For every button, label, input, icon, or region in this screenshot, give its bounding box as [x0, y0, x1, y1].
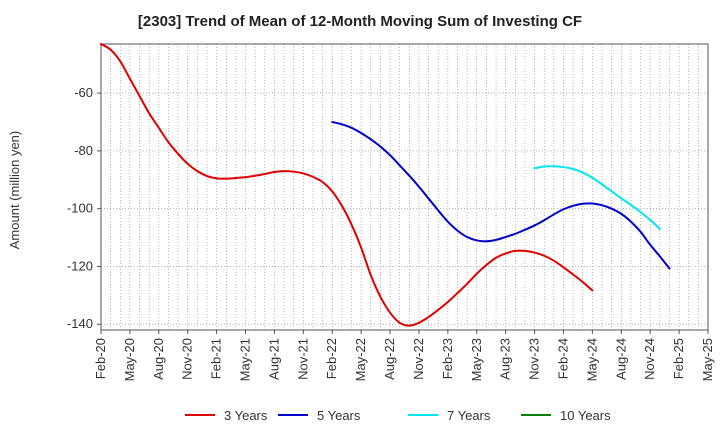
series-lines — [100, 43, 671, 327]
chart-title: [2303] Trend of Mean of 12-Month Moving … — [138, 13, 582, 30]
x-tick-label: May-20 — [122, 338, 137, 381]
y-tick-label: -140 — [67, 316, 93, 331]
legend: 3 Years 5 Years 7 Years 10 Years — [185, 408, 611, 423]
x-axis-ticks: Feb-20 May-20 Aug-20 Nov-20 Feb-21 May-21 Aug-… — [93, 330, 715, 381]
y-tick-label: -100 — [67, 201, 93, 216]
plot-area — [100, 43, 709, 331]
x-tick-label: Nov-21 — [295, 338, 310, 380]
x-tick-label: May-23 — [469, 338, 484, 381]
x-tick-label: Nov-23 — [527, 338, 542, 380]
legend-label-7-years: 7 Years — [447, 408, 491, 423]
y-tick-label: -120 — [67, 258, 93, 273]
x-tick-label: Feb-25 — [671, 338, 686, 379]
series-line-3-years — [100, 43, 594, 327]
x-tick-label: Aug-24 — [613, 338, 628, 380]
x-tick-label: Feb-23 — [440, 338, 455, 379]
y-tick-label: -60 — [74, 85, 93, 100]
y-axis-ticks: -140 -120 -100 -80 -60 — [67, 85, 101, 331]
legend-label-3-years: 3 Years — [224, 408, 268, 423]
x-tick-label: Feb-24 — [555, 338, 570, 379]
legend-label-5-years: 5 Years — [317, 408, 361, 423]
x-tick-label: Feb-21 — [209, 338, 224, 379]
grid — [101, 44, 708, 330]
x-tick-label: May-25 — [700, 338, 715, 381]
x-tick-label: Nov-20 — [180, 338, 195, 380]
y-tick-label: -80 — [74, 143, 93, 158]
x-tick-label: May-24 — [584, 338, 599, 381]
x-tick-label: May-22 — [353, 338, 368, 381]
y-axis-label: Amount (million yen) — [7, 131, 22, 250]
series-line-7-years — [533, 165, 661, 230]
series-line-5-years — [331, 121, 671, 270]
x-tick-label: Feb-22 — [324, 338, 339, 379]
x-tick-label: Aug-21 — [266, 338, 281, 380]
x-tick-label: Aug-20 — [151, 338, 166, 380]
x-tick-label: Aug-22 — [382, 338, 397, 380]
legend-label-10-years: 10 Years — [560, 408, 611, 423]
x-tick-label: Feb-20 — [93, 338, 108, 379]
x-tick-label: Nov-24 — [642, 338, 657, 380]
x-tick-label: May-21 — [238, 338, 253, 381]
x-tick-label: Nov-22 — [411, 338, 426, 380]
x-tick-label: Aug-23 — [498, 338, 513, 380]
